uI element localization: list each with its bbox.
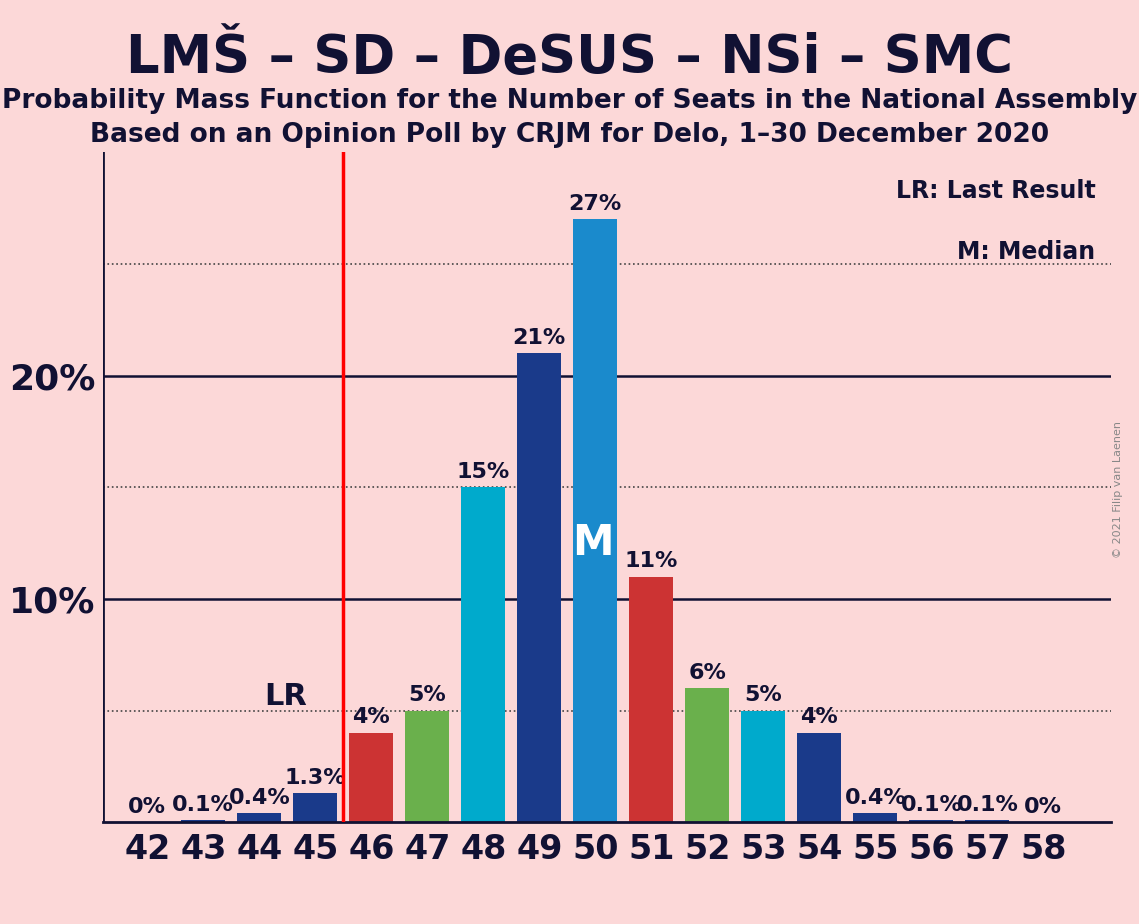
Text: Probability Mass Function for the Number of Seats in the National Assembly: Probability Mass Function for the Number…: [2, 88, 1137, 114]
Text: 1.3%: 1.3%: [285, 768, 346, 788]
Text: 0%: 0%: [129, 796, 166, 817]
Bar: [630, 577, 673, 822]
Bar: [909, 821, 953, 822]
Text: © 2021 Filip van Laenen: © 2021 Filip van Laenen: [1114, 421, 1123, 558]
Bar: [853, 813, 898, 822]
Text: 0%: 0%: [1024, 796, 1063, 817]
Text: LMŠ – SD – DeSUS – NSi – SMC: LMŠ – SD – DeSUS – NSi – SMC: [126, 32, 1013, 84]
Bar: [350, 733, 393, 822]
Text: 27%: 27%: [568, 194, 622, 213]
Text: LR: Last Result: LR: Last Result: [895, 179, 1096, 203]
Text: 0.1%: 0.1%: [901, 795, 962, 815]
Bar: [405, 711, 449, 822]
Text: 21%: 21%: [513, 328, 566, 347]
Text: 4%: 4%: [801, 708, 838, 727]
Bar: [237, 813, 281, 822]
Bar: [741, 711, 785, 822]
Text: 0.1%: 0.1%: [172, 795, 235, 815]
Text: 6%: 6%: [688, 663, 727, 683]
Text: 4%: 4%: [352, 708, 391, 727]
Bar: [686, 688, 729, 822]
Text: 0.1%: 0.1%: [957, 795, 1018, 815]
Text: M: M: [572, 522, 613, 565]
Text: 0.4%: 0.4%: [844, 788, 907, 808]
Bar: [573, 220, 617, 822]
Text: 0.4%: 0.4%: [229, 788, 290, 808]
Text: 5%: 5%: [745, 685, 782, 705]
Bar: [181, 821, 226, 822]
Text: Based on an Opinion Poll by CRJM for Delo, 1–30 December 2020: Based on an Opinion Poll by CRJM for Del…: [90, 122, 1049, 148]
Bar: [294, 794, 337, 822]
Text: 5%: 5%: [409, 685, 446, 705]
Bar: [797, 733, 842, 822]
Text: M: Median: M: Median: [957, 239, 1096, 263]
Text: 11%: 11%: [624, 551, 678, 571]
Text: 15%: 15%: [457, 462, 510, 481]
Bar: [966, 821, 1009, 822]
Text: LR: LR: [264, 682, 306, 711]
Bar: [461, 488, 506, 822]
Bar: [517, 354, 562, 822]
